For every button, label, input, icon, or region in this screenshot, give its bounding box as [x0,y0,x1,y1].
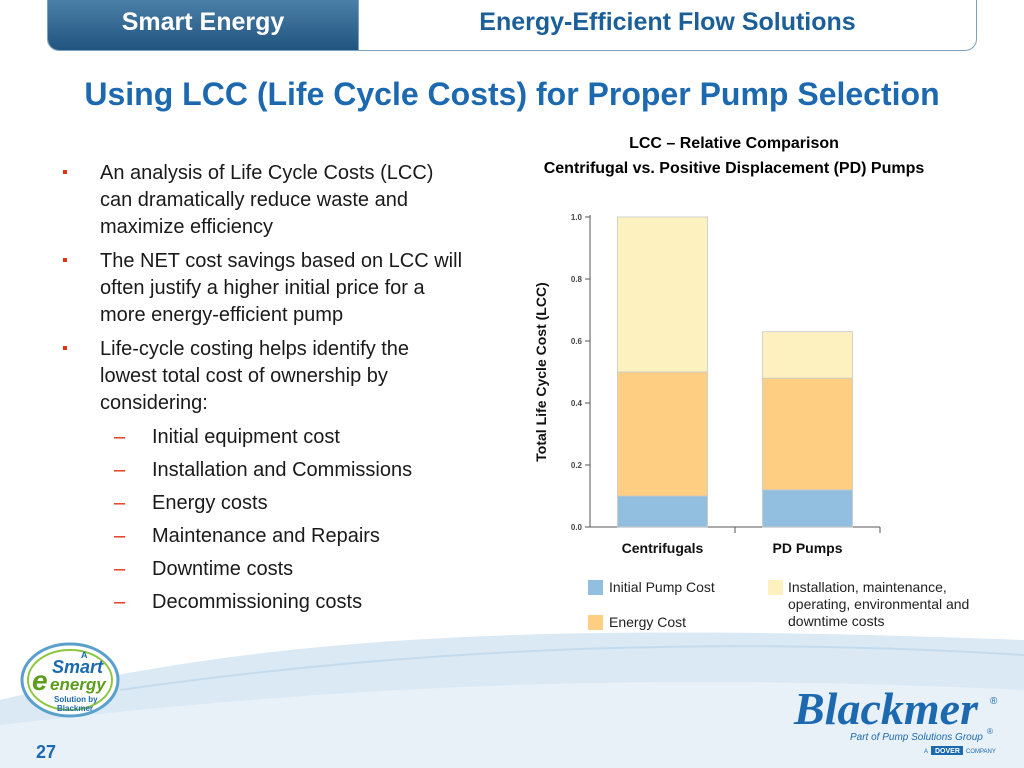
page-number: 27 [36,742,57,762]
brand-reg-text: ® [990,696,998,707]
dash-icon: – [114,459,126,481]
header-section-left: Smart Energy [48,0,358,50]
bar-segment [617,371,708,497]
chart-subtitle: Centrifugal vs. Positive Displacement (P… [543,160,925,177]
bullet-text: Life-cycle costing helps identify the lo… [100,338,410,414]
bullet-square-icon: ▪ [62,252,68,269]
y-tick-label: 0.6 [571,337,583,346]
header-left-text: Smart Energy [121,8,285,36]
smart-energy-logo: A Smart e energy Solution by Blackmer [20,642,120,718]
slide-title: Using LCC (Life Cycle Costs) for Proper … [84,76,940,112]
dash-icon: – [114,426,126,448]
dash-icon: – [114,492,126,514]
legend-label-installation: Installation, maintenance, operating, en… [788,579,970,629]
sub-bullet-item: – Installation and Commissions [62,457,462,483]
header-section-right: Energy-Efficient Flow Solutions [358,0,976,50]
bar-segment [762,377,853,491]
svg-text:e: e [32,665,48,696]
slide-header: Smart Energy Energy-Efficient Flow Solut… [47,0,977,51]
blackmer-brand-text: Blackmer [793,683,979,734]
bar-segment [617,495,708,528]
lcc-bar-chart: 0.0 0.2 0.4 0.6 0.8 1.0 Centrifugals PD Pumps To… [533,213,881,556]
dover-a-text: A [924,749,928,755]
sub-bullet-item: – Maintenance and Repairs [62,523,462,549]
blackmer-logo: Blackmer ® Part of Pump Solutions Group … [793,683,998,755]
bullet-square-icon: ▪ [62,340,68,357]
bullet-square-icon: ▪ [62,164,68,181]
dover-text: DOVER [935,748,960,755]
bullet-list: ▪ An analysis of Life Cycle Costs (LCC) … [62,160,462,622]
sub-bullet-text: Maintenance and Repairs [152,525,380,547]
legend-label-energy: Energy Cost [609,614,687,630]
sub-bullet-text: Downtime costs [152,558,294,580]
bar-segment [617,216,708,373]
bullet-text: The NET cost savings based on LCC will o… [100,250,463,326]
logo-tag2-text: Blackmer [57,704,93,713]
y-tick-label: 0.4 [571,399,583,408]
legend-swatch-installation [768,580,783,595]
logo-smart-text: Smart [52,657,104,677]
y-tick-label: 0.0 [571,523,583,532]
x-category-label: PD Pumps [772,540,842,556]
legend-swatch-initial [588,580,603,595]
sub-bullet-item: – Initial equipment cost [62,424,462,450]
bar-segment [762,331,853,379]
dash-icon: – [114,525,126,547]
sub-bullet-text: Decommissioning costs [152,591,363,613]
dover-company-text: COMPANY [966,749,996,755]
logo-a-text: A [81,650,88,660]
header-right-text: Energy-Efficient Flow Solutions [479,8,856,36]
chart-title: LCC – Relative Comparison [629,135,839,152]
logo-energy-text: energy [50,675,107,694]
blackmer-tagline: Part of Pump Solutions Group [850,732,983,743]
sub-bullet-item: – Decommissioning costs [62,589,462,615]
sub-bullet-text: Energy costs [152,492,268,514]
bullet-item: ▪ An analysis of Life Cycle Costs (LCC) … [62,160,462,241]
y-tick-label: 0.8 [571,275,583,284]
tagline-reg-text: ® [987,727,993,736]
sub-bullet-item: – Energy costs [62,490,462,516]
y-tick-label: 0.2 [571,461,583,470]
bullet-item: ▪ The NET cost savings based on LCC will… [62,248,462,329]
logo-tag1-text: Solution by [54,695,98,704]
legend-swatch-energy [588,615,603,630]
dash-icon: – [114,591,126,613]
bar-segment [762,489,853,528]
bullet-text: An analysis of Life Cycle Costs (LCC) ca… [100,162,434,238]
dash-icon: – [114,558,126,580]
legend-label-initial: Initial Pump Cost [609,579,715,595]
sub-bullet-item: – Downtime costs [62,556,462,582]
y-axis-label: Total Life Cycle Cost (LCC) [533,282,549,461]
sub-bullet-text: Installation and Commissions [152,459,413,481]
sub-bullet-text: Initial equipment cost [152,426,340,448]
x-category-label: Centrifugals [622,540,704,556]
bullet-item: ▪ Life-cycle costing helps identify the … [62,336,462,417]
y-tick-label: 1.0 [571,213,583,222]
